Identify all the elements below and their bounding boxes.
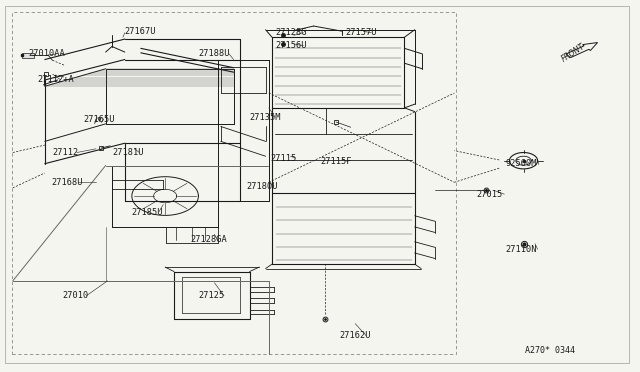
Text: 27156U: 27156U bbox=[275, 41, 307, 50]
Text: 27115: 27115 bbox=[270, 154, 296, 163]
Bar bbox=[12, 12, 456, 354]
Text: 27125: 27125 bbox=[198, 291, 225, 300]
Text: 27010AA: 27010AA bbox=[29, 49, 65, 58]
Text: 27168U: 27168U bbox=[51, 178, 83, 187]
Text: 27128G: 27128G bbox=[275, 28, 307, 37]
Polygon shape bbox=[566, 42, 598, 58]
Text: 27185U: 27185U bbox=[131, 208, 163, 217]
Text: 27010: 27010 bbox=[63, 291, 89, 300]
Text: 27115F: 27115F bbox=[320, 157, 351, 166]
Text: 27180U: 27180U bbox=[246, 182, 278, 190]
Text: 27188U: 27188U bbox=[198, 49, 230, 58]
Text: 27167U: 27167U bbox=[125, 27, 156, 36]
Bar bbox=[22, 53, 34, 58]
Text: 27135M: 27135M bbox=[250, 113, 281, 122]
Text: 27165U: 27165U bbox=[83, 115, 115, 124]
Text: 27112: 27112 bbox=[52, 148, 79, 157]
Text: 27112+A: 27112+A bbox=[37, 76, 74, 84]
Text: FRONT: FRONT bbox=[560, 42, 587, 64]
Text: 27162U: 27162U bbox=[339, 331, 371, 340]
Text: 27015: 27015 bbox=[477, 190, 503, 199]
Text: 27110N: 27110N bbox=[506, 245, 537, 254]
Text: 27181U: 27181U bbox=[112, 148, 143, 157]
Text: 27128GA: 27128GA bbox=[191, 235, 227, 244]
Text: 92560M: 92560M bbox=[506, 159, 537, 168]
Text: 27157U: 27157U bbox=[346, 28, 377, 37]
Text: A270* 0344: A270* 0344 bbox=[525, 346, 575, 355]
